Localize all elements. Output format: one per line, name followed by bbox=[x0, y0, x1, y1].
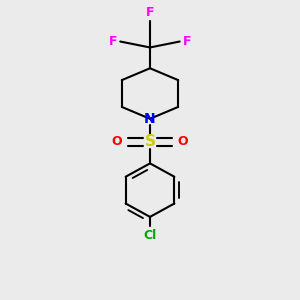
Text: O: O bbox=[112, 136, 122, 148]
Text: F: F bbox=[109, 35, 117, 48]
Text: N: N bbox=[144, 112, 156, 126]
Text: F: F bbox=[183, 35, 191, 48]
Text: Cl: Cl bbox=[143, 229, 157, 242]
Text: O: O bbox=[178, 136, 188, 148]
Text: S: S bbox=[145, 134, 155, 149]
Text: F: F bbox=[146, 6, 154, 19]
